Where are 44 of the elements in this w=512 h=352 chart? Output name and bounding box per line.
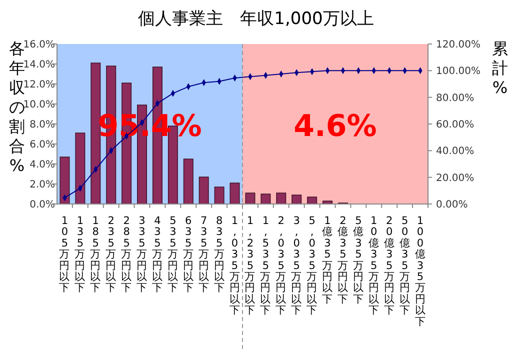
y2-tick-label: 20.00% [436, 172, 474, 184]
y-tick-label: 0.0% [30, 200, 55, 210]
y2-tick-label: 60.00% [436, 120, 474, 130]
x-tick-label: 735万円以下 [198, 215, 210, 294]
y2-tick-label: 100.00% [436, 66, 480, 78]
y-tick-label: 10.0% [23, 100, 55, 110]
category-label: 50億35万円以下 [399, 215, 410, 317]
x-tick-label: 635万円以下 [182, 215, 194, 294]
y-tick-label: 6.0% [30, 140, 55, 150]
x-tick-label: 285万円以下 [121, 215, 132, 294]
y-tick-label: 14.0% [23, 60, 55, 70]
x-tick-label: 535万円以下 [167, 215, 178, 294]
x-tick-label: 335万円以下 [136, 215, 148, 294]
y2-tick-label: 80.00% [436, 92, 474, 104]
y2-tick-label: 120.00% [436, 40, 480, 50]
y-tick-label: 8.0% [30, 120, 55, 130]
category-label: 5,035万円以下 [306, 215, 318, 317]
x-tick-label: 235万円以下 [106, 215, 117, 294]
x-tick-label: 105万円以下 [59, 215, 70, 294]
category-label: 3,035万円以下 [291, 215, 302, 317]
category-label: 10億35万円以下 [368, 215, 380, 317]
category-label: 100億35万円以下 [414, 215, 426, 328]
band-label: 4.6% [294, 109, 377, 144]
x-tick-label: 835万円以下 [214, 215, 225, 294]
x-tick-label: 135万円以下 [74, 215, 86, 294]
category-label: 2,035万円以下 [276, 215, 287, 317]
y2-tick-label: 40.00% [436, 146, 474, 158]
y2-axis-title: 累計% [492, 39, 508, 97]
y-tick-label: 4.0% [30, 160, 55, 170]
chart-title: 個人事業主 年収1,000万以上 [138, 9, 374, 29]
category-label: 1,235万円以下 [244, 215, 256, 317]
x-tick-label: 2億35万円以下 [337, 215, 348, 306]
x-tick-label: 185万円以下 [90, 215, 102, 294]
x-tick-label: 5億35万円以下 [352, 215, 364, 306]
category-label: 1,035万円以下 [229, 215, 240, 317]
y-tick-label: 12.0% [23, 80, 55, 90]
y-tick-label: 16.0% [23, 40, 55, 50]
y2-tick-label: 0.00% [436, 200, 468, 210]
category-label: 20億35万円以下 [384, 215, 395, 317]
y-tick-label: 2.0% [30, 180, 55, 190]
x-tick-label: 435万円以下 [152, 215, 163, 294]
x-tick-label: 1億35万円以下 [322, 215, 334, 306]
y-axis-title: 各年収の割合% [9, 39, 25, 175]
category-label: 1,535万円以下 [260, 215, 272, 317]
